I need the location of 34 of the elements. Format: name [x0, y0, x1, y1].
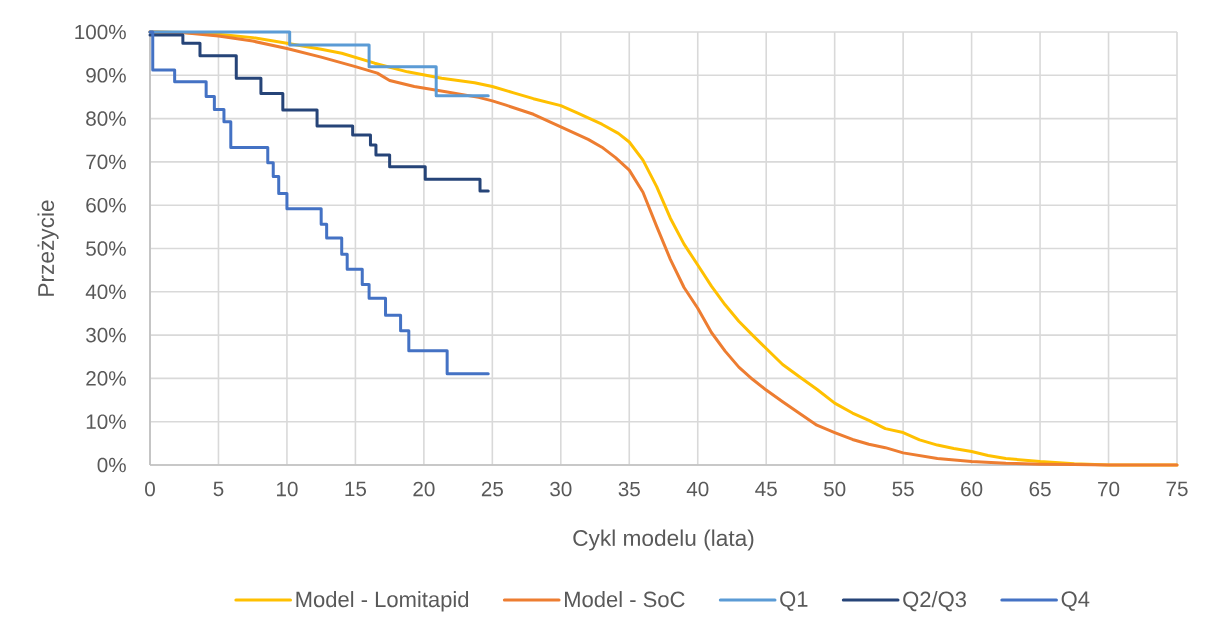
x-tick-label: 50: [824, 481, 846, 497]
y-tick-label: 70%: [86, 154, 126, 170]
x-tick-label: 25: [481, 481, 503, 497]
x-tick-label: 20: [413, 481, 435, 497]
x-tick-label: 35: [618, 481, 640, 497]
y-tick-label: 20%: [86, 371, 126, 386]
y-tick-label: 60%: [86, 197, 126, 213]
x-tick-label: 5: [213, 481, 224, 497]
legend-label: Q2/Q3: [903, 591, 967, 612]
y-tick-label: 50%: [86, 241, 126, 256]
x-tick-label: 55: [892, 481, 914, 497]
y-tick-label: 40%: [85, 284, 126, 300]
x-tick-label: 65: [1029, 481, 1051, 497]
y-tick-label: 30%: [86, 327, 126, 343]
y-axis-title: Przeżycie: [37, 200, 59, 296]
x-tick-label: 30: [550, 481, 572, 497]
x-axis-title: Cykl modelu (lata): [573, 529, 754, 551]
legend-label: Model - SoC: [565, 591, 685, 608]
y-tick-label: 10%: [86, 414, 126, 430]
x-tick-label: 0: [145, 481, 155, 497]
x-tick-label: 70: [1098, 481, 1120, 497]
y-tick-label: 0%: [97, 457, 126, 473]
x-tick-label: 45: [755, 481, 777, 497]
x-tick-label: 15: [345, 481, 367, 497]
x-tick-label: 60: [961, 481, 983, 497]
x-tick-label: 75: [1166, 481, 1188, 497]
y-tick-label: 100%: [75, 24, 126, 40]
x-tick-label: 10: [277, 481, 298, 497]
y-tick-label: 80%: [86, 111, 126, 126]
legend-label: Q4: [1061, 591, 1090, 611]
x-tick-label: 40: [686, 481, 709, 497]
legend-label: Model - Lomitapid: [296, 591, 469, 612]
legend-label: Q1: [780, 591, 808, 611]
y-tick-label: 90%: [86, 67, 126, 83]
